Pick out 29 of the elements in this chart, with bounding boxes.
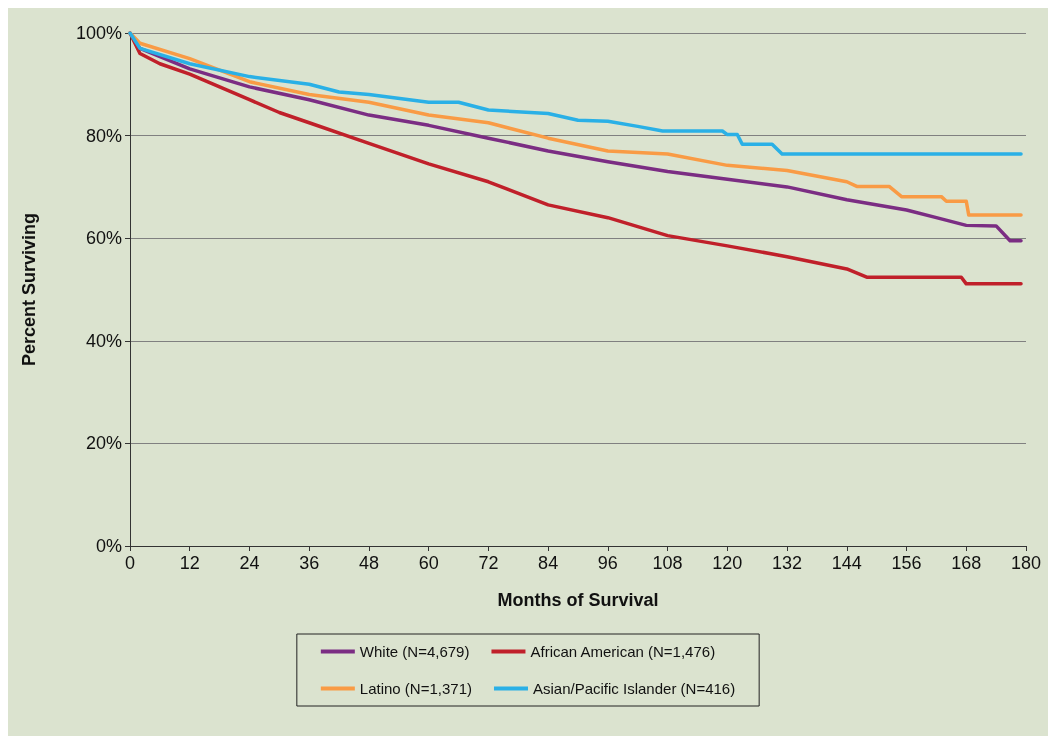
- y-tick-label: 40%: [85, 330, 122, 351]
- y-tick-label: 80%: [85, 125, 122, 146]
- x-tick-label: 132: [772, 553, 803, 573]
- x-tick-label: 180: [1010, 553, 1042, 573]
- x-axis-title: Months of Survival: [497, 590, 659, 610]
- y-tick-label: 0%: [95, 536, 122, 556]
- x-tick-label: 0: [124, 553, 136, 573]
- x-tick-label: 24: [239, 553, 260, 573]
- x-tick-label: 48: [358, 553, 379, 573]
- x-tick-label: 168: [951, 553, 982, 573]
- line-series: [128, 31, 1023, 156]
- y-axis-title: Percent Surviving: [19, 212, 39, 367]
- legend-label: Latino (N=1,371): [359, 680, 472, 697]
- x-tick-label: 156: [891, 553, 922, 573]
- legend-label: African American (N=1,476): [530, 643, 716, 660]
- x-tick-label: 72: [478, 553, 499, 573]
- x-tick-label: 12: [179, 553, 200, 573]
- x-tick-label: 120: [712, 553, 743, 573]
- x-tick-label: 96: [597, 553, 618, 573]
- x-tick-label: 144: [831, 553, 862, 573]
- x-tick-label: 60: [418, 553, 439, 573]
- y-tick-label: 100%: [75, 23, 122, 43]
- y-tick-label: 20%: [85, 433, 122, 454]
- x-tick-label: 36: [299, 553, 320, 573]
- x-tick-label: 108: [652, 553, 683, 573]
- x-tick-label: 84: [538, 553, 559, 573]
- legend-label: White (N=4,679): [359, 643, 470, 660]
- legend-label: Asian/Pacific Islander (N=416): [532, 680, 736, 697]
- y-tick-label: 60%: [85, 228, 122, 249]
